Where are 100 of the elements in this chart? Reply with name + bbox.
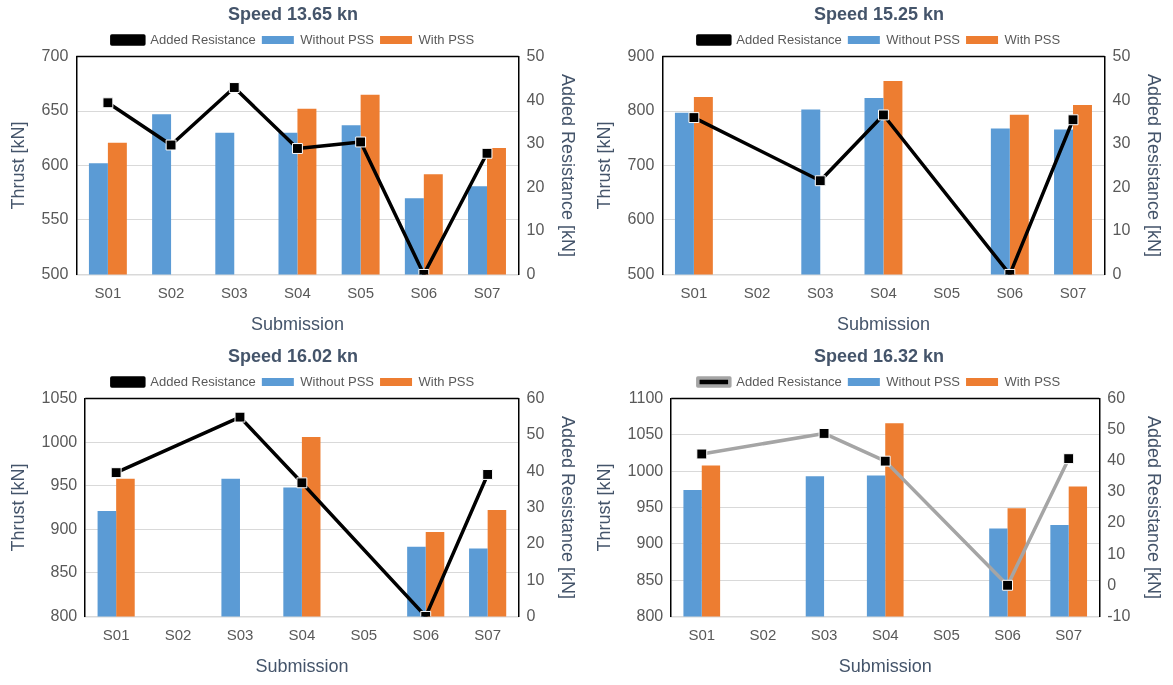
y-axis-title: Thrust [kN] bbox=[7, 121, 28, 210]
y-axis-title: Thrust [kN] bbox=[593, 121, 614, 210]
x-tick-label: S04 bbox=[288, 625, 316, 643]
x-tick-label: S01 bbox=[688, 625, 716, 643]
y-tick-label: 1000 bbox=[41, 432, 78, 450]
chart-title: Speed 15.25 kn bbox=[813, 3, 945, 24]
legend-label: With PSS bbox=[418, 373, 475, 389]
y2-tick-label: 50 bbox=[526, 47, 545, 65]
point bbox=[228, 82, 240, 93]
y2-tick-label: 40 bbox=[1107, 451, 1126, 469]
y2-tick-label: 30 bbox=[526, 497, 545, 515]
legend-label: Added Resistance bbox=[736, 373, 842, 389]
x-axis-title: Submission bbox=[250, 314, 344, 335]
x-tick-label: S03 bbox=[806, 283, 834, 301]
x-tick-label: S04 bbox=[871, 625, 899, 643]
y2-tick-label: 40 bbox=[526, 90, 545, 108]
y2-tick-label: 0 bbox=[526, 264, 536, 282]
y2-tick-label: 30 bbox=[1107, 482, 1126, 500]
y2-tick-label: 20 bbox=[526, 177, 545, 195]
point bbox=[296, 477, 308, 489]
y2-tick-label: 40 bbox=[1112, 90, 1131, 108]
x-tick-label: S05 bbox=[347, 283, 374, 301]
y-tick-label: 1050 bbox=[627, 425, 664, 443]
y2-axis-title: Added Resistance [kN] bbox=[558, 73, 579, 258]
point bbox=[482, 469, 494, 480]
y-tick-label: 900 bbox=[50, 519, 78, 537]
y2-tick-label: 50 bbox=[1107, 420, 1126, 438]
chart-title: Speed 16.32 kn bbox=[813, 345, 945, 366]
x-tick-label: S02 bbox=[743, 283, 771, 301]
x-tick-label: S05 bbox=[933, 625, 960, 643]
legend-label: Without PSS bbox=[886, 373, 961, 389]
x-axis-title: Submission bbox=[838, 656, 932, 677]
y2-tick-label: 60 bbox=[1107, 389, 1126, 407]
y-tick-label: 900 bbox=[636, 534, 664, 552]
x-tick-label: S01 bbox=[680, 283, 708, 301]
x-tick-label: S02 bbox=[164, 625, 192, 643]
y-tick-label: 950 bbox=[636, 497, 664, 515]
legend-label: Without PSS bbox=[886, 31, 961, 47]
y-tick-label: 700 bbox=[41, 47, 69, 65]
y2-tick-label: 0 bbox=[526, 606, 536, 624]
x-tick-label: S01 bbox=[102, 625, 130, 643]
y-tick-label: 600 bbox=[627, 210, 655, 228]
x-tick-label: S04 bbox=[284, 283, 311, 301]
y2-tick-label: 20 bbox=[1107, 513, 1126, 531]
y-tick-label: 800 bbox=[636, 606, 664, 624]
y2-axis-title: Added Resistance [kN] bbox=[1144, 415, 1165, 600]
y-tick-label: 800 bbox=[627, 101, 655, 119]
point bbox=[102, 97, 114, 109]
x-tick-label: S07 bbox=[1055, 625, 1083, 643]
legend-label: With PSS bbox=[1004, 31, 1061, 47]
y-tick-label: 650 bbox=[41, 101, 69, 119]
point bbox=[234, 411, 246, 423]
y2-tick-label: 40 bbox=[526, 461, 545, 479]
chart-title: Speed 13.65 kn bbox=[227, 3, 359, 24]
y-tick-label: 950 bbox=[50, 476, 78, 494]
y2-tick-label: 10 bbox=[1112, 221, 1131, 239]
x-axis-title: Submission bbox=[836, 314, 930, 335]
y-tick-label: 550 bbox=[41, 210, 69, 228]
x-axis-title: Submission bbox=[255, 656, 349, 677]
point bbox=[110, 467, 122, 479]
x-tick-label: S06 bbox=[410, 283, 438, 301]
y-tick-label: 850 bbox=[50, 563, 78, 581]
x-tick-label: S07 bbox=[474, 625, 501, 643]
y2-tick-label: 10 bbox=[1107, 544, 1126, 562]
y-axis-title: Thrust [kN] bbox=[593, 463, 614, 552]
point bbox=[878, 109, 889, 121]
chart-title: Speed 16.02 kn bbox=[227, 345, 359, 366]
x-tick-label: S07 bbox=[473, 283, 501, 301]
point bbox=[688, 112, 700, 124]
y2-tick-label: 30 bbox=[1112, 134, 1131, 152]
y2-tick-label: 60 bbox=[526, 389, 545, 407]
legend-label: Without PSS bbox=[300, 31, 375, 47]
y-tick-label: 800 bbox=[50, 606, 78, 624]
y2-tick-label: 10 bbox=[526, 221, 545, 239]
y-tick-label: 1050 bbox=[41, 389, 78, 407]
y2-tick-label: 50 bbox=[1112, 47, 1131, 65]
legend-label: Added Resistance bbox=[150, 31, 256, 47]
point bbox=[165, 139, 177, 151]
y-tick-label: 900 bbox=[627, 47, 655, 65]
x-tick-label: S03 bbox=[226, 625, 254, 643]
legend-label: Added Resistance bbox=[150, 373, 256, 389]
legend-label: Added Resistance bbox=[736, 31, 842, 47]
legend-label: Without PSS bbox=[300, 373, 375, 389]
legend-label: With PSS bbox=[418, 31, 475, 47]
y-tick-label: 850 bbox=[636, 570, 664, 588]
y2-tick-label: 0 bbox=[1107, 575, 1117, 593]
y2-axis-title: Added Resistance [kN] bbox=[558, 415, 579, 600]
y2-tick-label: 10 bbox=[526, 570, 545, 588]
legend-label: With PSS bbox=[1004, 373, 1061, 389]
y-tick-label: 500 bbox=[627, 264, 655, 282]
y2-tick-label: 20 bbox=[1112, 177, 1131, 195]
x-tick-label: S06 bbox=[996, 283, 1024, 301]
point bbox=[814, 175, 826, 187]
x-tick-label: S01 bbox=[94, 283, 122, 301]
x-tick-label: S03 bbox=[220, 283, 248, 301]
point bbox=[481, 147, 493, 159]
y-tick-label: 700 bbox=[627, 155, 655, 173]
x-tick-label: S05 bbox=[350, 625, 378, 643]
x-tick-label: S06 bbox=[994, 625, 1021, 643]
y-tick-label: 500 bbox=[41, 264, 69, 282]
